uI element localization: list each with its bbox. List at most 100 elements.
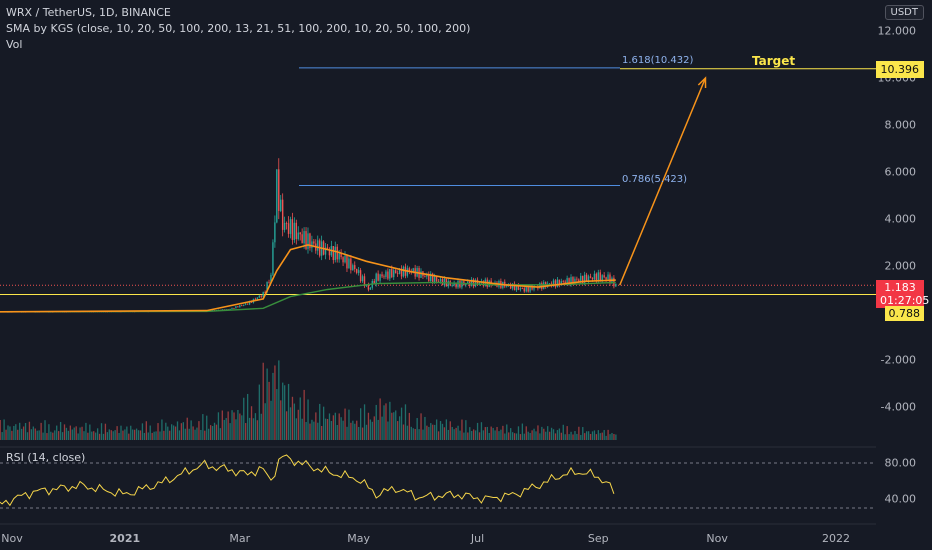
volume-bar [130, 425, 132, 440]
volume-bar [34, 428, 36, 440]
candle-body [373, 280, 375, 285]
volume-bar [533, 428, 535, 440]
candle-body [363, 276, 366, 287]
candle-body [412, 268, 414, 272]
volume-bar [208, 428, 210, 440]
volume-bar [248, 417, 251, 440]
volume-bar [132, 429, 134, 440]
volume-bar [315, 412, 317, 440]
candle-body [301, 234, 303, 244]
volume-bar [155, 431, 157, 440]
volume-bar [159, 431, 161, 440]
candle-body [439, 279, 442, 282]
candle-body [256, 297, 259, 300]
volume-bar [102, 433, 105, 440]
volume-bar [24, 422, 27, 440]
volume-bar [568, 434, 570, 440]
volume-bar [556, 430, 559, 440]
volume-bar [607, 429, 609, 440]
volume-bar [334, 412, 336, 440]
currency-button[interactable]: USDT [884, 5, 924, 20]
candle-body [589, 276, 592, 278]
volume-bar [79, 427, 81, 440]
x-tick-label: May [347, 532, 371, 545]
volume-bar [1, 432, 3, 440]
volume-bar [383, 405, 385, 440]
candle-body [603, 275, 605, 278]
volume-bar [280, 400, 282, 440]
candle-body [278, 169, 280, 211]
volume-bar [613, 434, 615, 440]
volume-bar [83, 431, 85, 440]
candle-body [451, 285, 453, 286]
volume-bar [426, 425, 428, 440]
volume-bar [582, 427, 584, 440]
volume-bar [402, 424, 405, 440]
volume-bar [305, 422, 307, 440]
volume-bar [104, 423, 107, 440]
volume-bar [434, 424, 436, 440]
volume-bar [38, 430, 40, 440]
volume-bar [137, 430, 140, 440]
candle-body [248, 301, 251, 305]
candle-body [303, 231, 305, 244]
volume-bar [167, 426, 169, 440]
candle-body [354, 265, 356, 269]
volume-bar [178, 430, 181, 440]
symbol-legend[interactable]: WRX / TetherUS, 1D, BINANCE [6, 6, 171, 19]
volume-bar [153, 431, 155, 440]
volume-bar [26, 432, 29, 440]
volume-bar [17, 429, 19, 440]
volume-bar [562, 424, 564, 440]
volume-bar [297, 409, 299, 440]
candle-body [406, 268, 409, 276]
volume-bar [336, 425, 338, 440]
volume-bar [295, 418, 298, 440]
candle-body [525, 286, 527, 292]
volume-bar [75, 426, 77, 440]
volume-bar [346, 426, 348, 440]
volume-legend[interactable]: Vol [6, 38, 23, 51]
volume-bar [601, 432, 603, 440]
volume-bar [504, 433, 506, 440]
volume-bar [603, 430, 605, 440]
candle-body [311, 241, 313, 249]
volume-bar [124, 429, 126, 440]
volume-bar [428, 426, 430, 440]
volume-bar [615, 434, 617, 440]
y-tick-label: 12.000 [877, 24, 917, 38]
volume-bar [122, 430, 124, 440]
volume-bar [11, 430, 13, 440]
volume-bar [317, 422, 319, 440]
candle-body [293, 222, 296, 240]
volume-bar [361, 427, 364, 440]
projection-arrow [619, 77, 707, 286]
sma-legend[interactable]: SMA by KGS (close, 10, 20, 50, 100, 200,… [6, 22, 471, 35]
rsi-legend[interactable]: RSI (14, close) [6, 451, 86, 464]
volume-bar [486, 426, 488, 440]
volume-bar [133, 429, 136, 440]
volume-bar [572, 434, 574, 440]
volume-bar [63, 424, 66, 440]
volume-bar [19, 422, 21, 440]
candle-body [241, 305, 243, 307]
volume-bar [145, 421, 147, 440]
candle-body [457, 280, 459, 288]
x-tick-label: Jul [470, 532, 485, 545]
volume-bar [233, 412, 235, 440]
candle-body [338, 253, 340, 260]
candle-body [465, 283, 467, 286]
volume-bar [451, 426, 453, 440]
volume-bar [15, 424, 17, 440]
candle-body [576, 278, 578, 280]
volume-bar [112, 431, 114, 440]
candle-body [291, 219, 294, 240]
candle-body [394, 270, 397, 274]
candle-body [615, 283, 617, 287]
volume-bar [543, 428, 545, 440]
candle-body [578, 279, 580, 282]
volume-bar [291, 396, 294, 440]
fib-label-lower: 0.786(5.423) [622, 174, 688, 185]
volume-bar [180, 423, 183, 440]
